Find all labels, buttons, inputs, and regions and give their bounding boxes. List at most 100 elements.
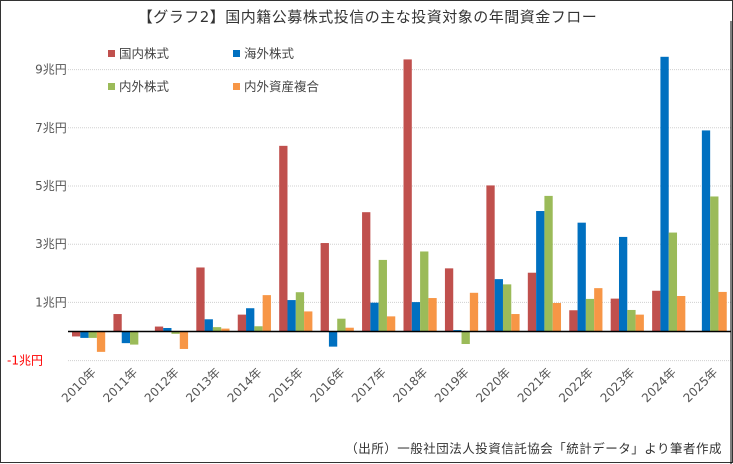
bar-1-15: [701, 130, 711, 332]
bar-3-15: [718, 291, 727, 332]
bar-0-10: [486, 185, 495, 332]
chart-title: 【グラフ2】国内籍公募株式投信の主な投資対象の年間資金フロー: [137, 8, 598, 26]
bar-1-7: [370, 302, 379, 332]
x-tick-label: 2011年: [100, 365, 140, 405]
bars: [72, 56, 727, 352]
bar-2-12: [585, 298, 595, 332]
bar-0-2: [154, 326, 164, 332]
bar-3-10: [511, 314, 520, 332]
bar-3-11: [552, 302, 562, 332]
legend-label: 国内株式: [119, 46, 170, 61]
bar-0-12: [569, 310, 578, 332]
x-tick-label: 2014年: [225, 365, 265, 405]
x-tick-label: 2022年: [556, 365, 596, 405]
bar-2-9: [461, 331, 470, 345]
bar-0-13: [610, 298, 619, 332]
y-tick-label: 3兆円: [35, 237, 67, 251]
x-tick-label: 2023年: [598, 365, 638, 405]
bar-2-3: [212, 327, 222, 332]
x-tick-label: 2020年: [473, 365, 513, 405]
bar-2-6: [337, 318, 346, 332]
bar-3-7: [386, 316, 396, 332]
bar-0-0: [72, 331, 81, 337]
bar-2-2: [171, 331, 180, 334]
bar-3-3: [221, 328, 230, 332]
bar-1-10: [494, 279, 503, 332]
bar-0-3: [196, 267, 205, 332]
bar-3-8: [428, 298, 437, 332]
bar-3-4: [262, 295, 271, 332]
bar-2-14: [668, 232, 678, 332]
bar-2-4: [254, 326, 263, 332]
bar-1-3: [204, 319, 213, 332]
bar-3-6: [345, 327, 354, 332]
bar-1-0: [80, 331, 89, 338]
bar-0-4: [237, 314, 247, 332]
bar-0-1: [113, 314, 122, 332]
source-note: （出所）一般社団法人投資信託協会「統計データ」より筆者作成: [345, 441, 722, 456]
bar-2-15: [710, 196, 719, 332]
x-axis-ticks: 2010年 2011年 2012年 2013年 2014年 2015年 2016年 2017年…: [59, 365, 721, 405]
bar-3-0: [96, 331, 106, 352]
y-tick-label: 1兆円: [35, 295, 67, 309]
bar-0-11: [527, 272, 537, 332]
legend-label: 内外株式: [119, 79, 170, 94]
bar-0-14: [652, 290, 661, 332]
bar-2-11: [544, 195, 553, 332]
bar-2-0: [88, 331, 97, 338]
bar-1-5: [287, 300, 296, 332]
x-tick-label: 2024年: [639, 365, 679, 405]
y-axis-ticks: 9兆円 7兆円 5兆円 3兆円 1兆円 -1兆円: [7, 63, 67, 368]
bar-1-13: [618, 236, 628, 332]
bar-0-6: [320, 243, 329, 332]
bar-1-12: [577, 222, 586, 332]
legend-swatch: [108, 50, 115, 57]
bar-3-9: [469, 292, 479, 332]
bar-1-11: [536, 211, 545, 332]
bar-3-14: [677, 295, 686, 332]
legend-swatch: [233, 83, 240, 90]
bar-0-9: [444, 268, 454, 332]
x-tick-label: 2010年: [59, 365, 99, 405]
bar-3-5: [304, 311, 313, 332]
x-tick-label: 2019年: [432, 365, 472, 405]
x-tick-label: 2015年: [266, 365, 306, 405]
y-tick-label: -1兆円: [7, 354, 43, 368]
zero-axis: [68, 21, 732, 464]
x-tick-label: 2016年: [307, 365, 347, 405]
bar-1-8: [411, 302, 421, 332]
y-tick-label: 7兆円: [35, 121, 67, 135]
bar-1-1: [121, 331, 131, 344]
x-tick-label: 2012年: [142, 365, 182, 405]
y-tick-label: 5兆円: [35, 179, 67, 193]
bar-3-12: [594, 288, 603, 332]
bar-0-8: [403, 59, 412, 332]
bar-2-7: [378, 259, 387, 332]
y-tick-label: 9兆円: [35, 63, 67, 77]
bar-2-8: [420, 251, 429, 332]
bar-3-2: [179, 331, 189, 349]
bar-2-5: [295, 292, 305, 332]
legend-swatch: [233, 50, 240, 57]
bar-2-1: [130, 331, 139, 345]
bar-2-10: [502, 284, 512, 332]
x-tick-label: 2021年: [515, 365, 555, 405]
bar-1-2: [163, 328, 172, 332]
bar-0-7: [362, 212, 371, 332]
bar-1-4: [246, 308, 255, 332]
x-tick-label: 2013年: [183, 365, 223, 405]
bar-0-5: [279, 145, 288, 332]
bar-2-13: [627, 309, 636, 332]
bar-3-13: [635, 314, 644, 332]
legend-swatch: [108, 83, 115, 90]
x-tick-label: 2017年: [349, 365, 389, 405]
legend-label: 海外株式: [244, 46, 295, 61]
bar-1-14: [660, 56, 669, 332]
legend-label: 内外資産複合: [244, 79, 320, 94]
x-tick-label: 2025年: [680, 365, 720, 405]
x-tick-label: 2018年: [390, 365, 430, 405]
bar-1-6: [328, 331, 338, 347]
